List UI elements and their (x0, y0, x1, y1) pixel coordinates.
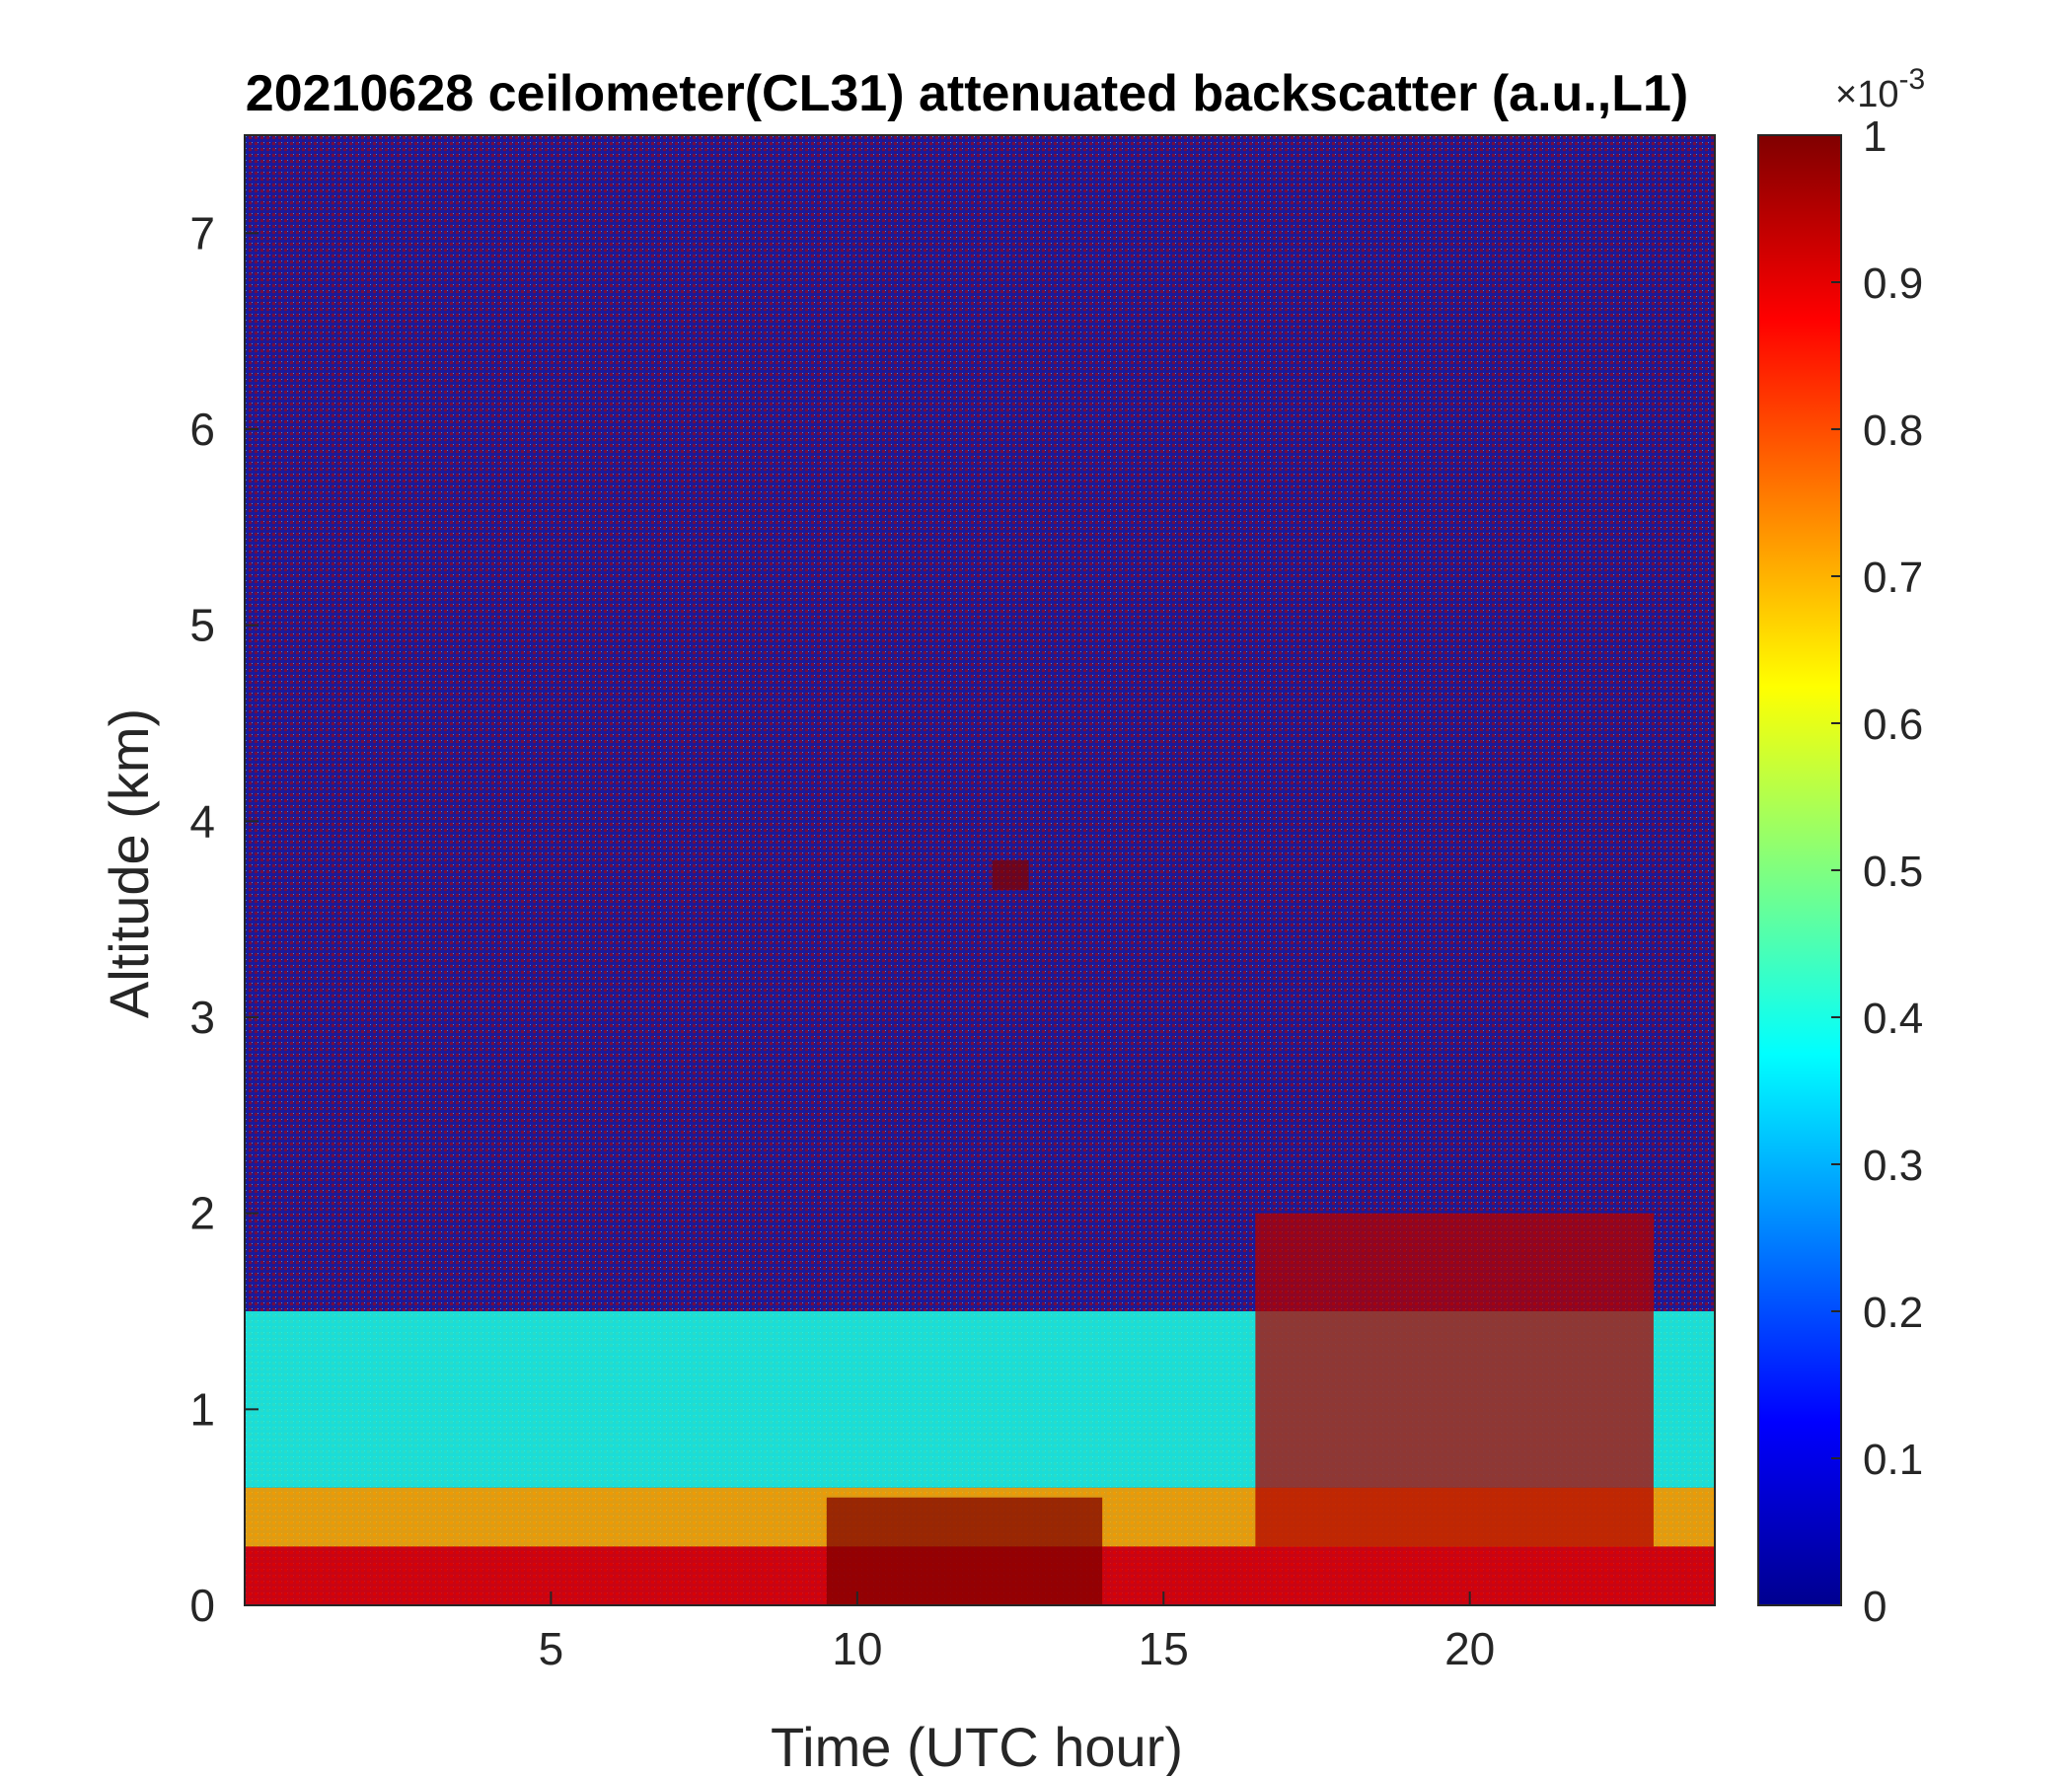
plot-frame (244, 134, 1716, 1606)
x-tick-label: 20 (1444, 1623, 1495, 1674)
heatmap-feature (1255, 1213, 1654, 1547)
colorbar-tick-label: 0.1 (1863, 1436, 1923, 1484)
y-axis-label: Altitude (km) (98, 708, 160, 1018)
y-axis: 0 1 2 3 4 5 6 7 (189, 207, 259, 1631)
colorbar: 0 0.1 0.2 0.3 0.4 0.5 0.6 0.7 0.8 0.9 1 (1757, 112, 1923, 1631)
chart-title: 20210628 ceilometer(CL31) attenuated bac… (246, 65, 1688, 122)
colorbar-tick-label: 0.4 (1863, 995, 1923, 1043)
y-tick-label: 0 (189, 1580, 215, 1631)
heatmap-layer (245, 135, 1715, 1311)
heatmap-feature (826, 1497, 1103, 1605)
y-tick-label: 5 (189, 600, 215, 651)
colorbar-exponent-label: ×10-3 (1835, 63, 1925, 115)
colorbar-tick-label: 1 (1863, 112, 1887, 161)
colorbar-gradient (1757, 134, 1842, 1606)
y-tick-label: 4 (189, 795, 215, 847)
colorbar-tick-label: 0.6 (1863, 701, 1923, 749)
colorbar-tick-label: 0.2 (1863, 1289, 1923, 1337)
y-tick-label: 2 (189, 1188, 215, 1239)
y-tick-label: 1 (189, 1383, 215, 1435)
y-tick-label: 6 (189, 404, 215, 455)
colorbar-tick-label: 0.8 (1863, 407, 1923, 455)
x-tick-label: 15 (1139, 1623, 1189, 1674)
colorbar-tick-label: 0.3 (1863, 1142, 1923, 1190)
colorbar-tick-label: 0 (1863, 1583, 1887, 1631)
x-axis: 5 10 15 20 (539, 1591, 1495, 1674)
colorbar-tick-label: 0.9 (1863, 259, 1923, 308)
heatmap-feature (992, 860, 1029, 890)
x-tick-label: 10 (832, 1623, 882, 1674)
x-axis-label: Time (UTC hour) (771, 1716, 1183, 1776)
y-tick-label: 7 (189, 207, 215, 259)
colorbar-exponent-base: ×10 (1835, 74, 1898, 115)
colorbar-exponent-power: -3 (1898, 63, 1925, 96)
plot-area (244, 134, 1716, 1606)
colorbar-tick-label: 0.5 (1863, 848, 1923, 896)
x-tick-label: 5 (539, 1623, 564, 1674)
colorbar-tick-label: 0.7 (1863, 554, 1923, 602)
y-tick-label: 3 (189, 992, 215, 1043)
